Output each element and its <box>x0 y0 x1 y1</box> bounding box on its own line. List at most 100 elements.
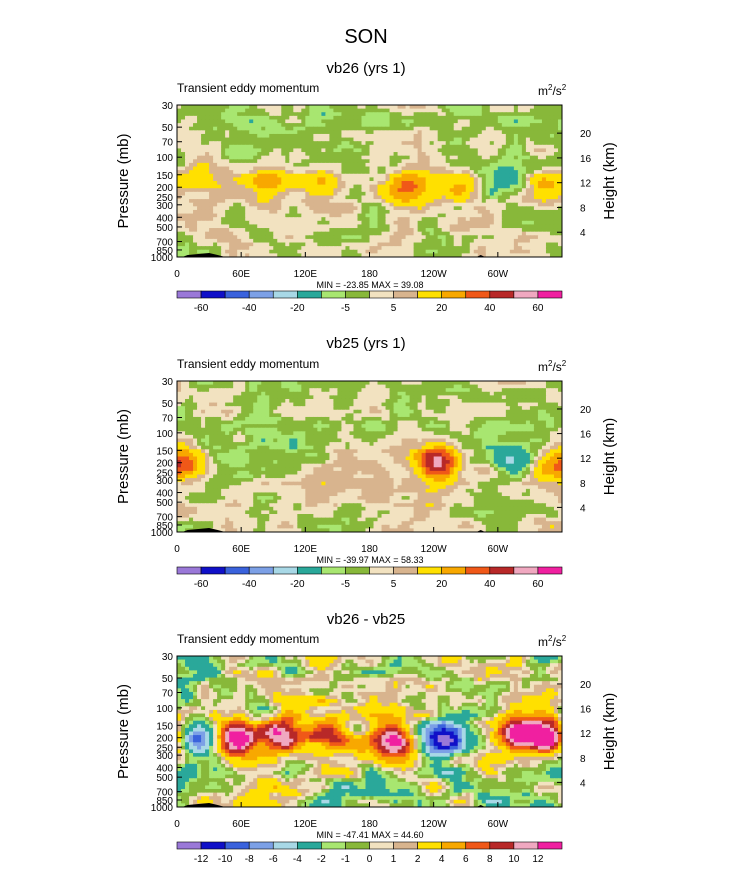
y-tick-label: 150 <box>156 446 173 457</box>
colorbar-swatch <box>393 290 418 299</box>
colorbar-label: -5 <box>341 579 350 590</box>
y-tick-label: 300 <box>156 751 173 762</box>
height-tick-label: 8 <box>580 203 586 214</box>
y-tick-label: 700 <box>156 513 173 524</box>
colorbar-swatch <box>345 290 370 299</box>
height-tick-label: 4 <box>580 228 586 239</box>
colorbar: -60 -40 -20 -5 5 20 40 60 <box>176 566 563 590</box>
x-tick-label: 120W <box>421 819 448 830</box>
y-tick-label: 150 <box>156 171 173 182</box>
colorbar-swatch <box>417 841 442 850</box>
y-axis-label: Pressure (mb) <box>115 133 132 228</box>
colorbar-label: -2 <box>317 854 326 865</box>
y-tick-label: 70 <box>162 138 174 149</box>
colorbar-label: 5 <box>391 303 397 314</box>
colorbar-swatch <box>513 841 539 850</box>
y-tick-label: 150 <box>156 721 173 732</box>
colorbar-swatch <box>224 290 250 299</box>
y-tick-label: 500 <box>156 498 173 509</box>
x-tick-label: 60E <box>232 544 250 555</box>
colorbar-swatch <box>417 290 442 299</box>
panel-title: vb26 - vb25 <box>327 611 405 628</box>
y-tick-label: 300 <box>156 476 173 487</box>
y-axis-label: Pressure (mb) <box>115 684 132 779</box>
x-tick-label: 120E <box>294 819 318 830</box>
colorbar-swatch <box>297 566 322 575</box>
colorbar-swatch <box>321 290 346 299</box>
colorbar-swatch <box>393 841 418 850</box>
colorbar-label: 6 <box>463 854 469 865</box>
x-tick-label: 60E <box>232 269 250 280</box>
panel-3: vb26 - vb25 Transient eddy momentum m2/s2 3… <box>115 611 618 865</box>
colorbar-label: 20 <box>436 303 448 314</box>
y-tick-label: 500 <box>156 773 173 784</box>
y-tick-label: 70 <box>162 413 174 424</box>
colorbar-label: -60 <box>194 303 209 314</box>
y-tick-label: 200 <box>156 183 173 194</box>
panel-1: vb26 (yrs 1) Transient eddy momentum m2/s2… <box>115 60 618 314</box>
colorbar-swatch <box>441 841 467 850</box>
units-label: m2/s2 <box>538 359 567 374</box>
y-tick-label: 30 <box>162 652 174 663</box>
colorbar-label: -8 <box>245 854 254 865</box>
colorbar-label: -12 <box>194 854 209 865</box>
x-tick-label: 60W <box>488 544 509 555</box>
x-tick-label: 60E <box>232 819 250 830</box>
height-axis-label: Height (km) <box>601 142 618 220</box>
y-tick-label: 700 <box>156 788 173 799</box>
contour-field <box>177 105 562 257</box>
colorbar-label: 60 <box>532 579 544 590</box>
y-tick-label: 250 <box>156 468 173 479</box>
x-tick-label: 120W <box>421 269 448 280</box>
colorbar-label: -60 <box>194 579 209 590</box>
colorbar-swatch <box>200 290 226 299</box>
colorbar-swatch <box>200 566 226 575</box>
min-max-label: MIN = -39.97 MAX = 58.33 <box>316 555 423 565</box>
y-tick-label: 70 <box>162 688 174 699</box>
colorbar-swatch <box>465 566 491 575</box>
height-axis-label: Height (km) <box>601 418 618 496</box>
colorbar-label: 4 <box>439 854 445 865</box>
y-tick-label: 200 <box>156 459 173 470</box>
min-max-label: MIN = -47.41 MAX = 44.60 <box>316 830 423 840</box>
y-tick-label: 1000 <box>151 253 174 264</box>
x-tick-label: 60W <box>488 819 509 830</box>
colorbar-swatch <box>441 566 467 575</box>
contour-field <box>177 656 562 807</box>
colorbar: -60 -40 -20 -5 5 20 40 60 <box>176 290 563 314</box>
colorbar-label: -20 <box>290 579 305 590</box>
x-tick-label: 180 <box>361 544 378 555</box>
y-tick-label: 50 <box>162 123 174 134</box>
colorbar-swatch <box>465 290 491 299</box>
colorbar-swatch <box>272 566 298 575</box>
colorbar-swatch <box>272 841 298 850</box>
x-tick-label: 120E <box>294 544 318 555</box>
colorbar-swatch <box>176 841 202 850</box>
height-tick-label: 16 <box>580 154 592 165</box>
height-tick-label: 12 <box>580 179 592 190</box>
x-tick-label: 120E <box>294 269 318 280</box>
colorbar-label: -6 <box>269 854 278 865</box>
colorbar-swatch <box>200 841 226 850</box>
colorbar-swatch <box>369 566 394 575</box>
panel-title: vb26 (yrs 1) <box>326 60 405 77</box>
colorbar-label: 12 <box>532 854 544 865</box>
height-tick-label: 16 <box>580 430 592 441</box>
colorbar-swatch <box>537 290 563 299</box>
colorbar-swatch <box>393 566 418 575</box>
colorbar-label: 8 <box>487 854 493 865</box>
panel-subtitle: Transient eddy momentum <box>177 632 319 646</box>
colorbar-swatch <box>272 290 298 299</box>
colorbar-label: 40 <box>484 303 496 314</box>
colorbar-swatch <box>537 566 563 575</box>
colorbar-label: 10 <box>508 854 520 865</box>
panel-2: vb25 (yrs 1) Transient eddy momentum m2/s2… <box>115 335 618 590</box>
topography <box>182 803 226 807</box>
colorbar-swatch <box>176 566 202 575</box>
colorbar-label: -40 <box>242 579 257 590</box>
colorbar-swatch <box>441 290 467 299</box>
colorbar-swatch <box>417 566 442 575</box>
colorbar-swatch <box>345 566 370 575</box>
y-tick-label: 50 <box>162 674 174 685</box>
